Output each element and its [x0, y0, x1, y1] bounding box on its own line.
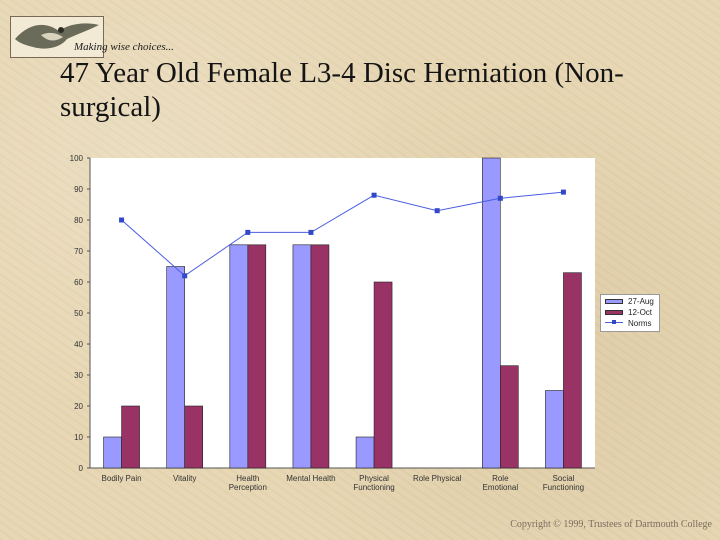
- norms-point: [308, 229, 314, 235]
- x-tick-label: Social Functioning: [543, 474, 584, 492]
- chart-svg: 0 10 20 30 40 50 60 70 80 90 100 Bodily Pain Vitalit…: [70, 154, 595, 492]
- y-tick-label: 90: [74, 185, 83, 194]
- bar-series-2: [310, 244, 330, 469]
- bar-series-1: [229, 244, 249, 469]
- plot-area: [90, 158, 595, 468]
- y-tick-label: 50: [74, 309, 83, 318]
- bar-series-2: [563, 272, 582, 469]
- legend-item-series-1: 27-Aug: [605, 296, 654, 306]
- norms-point: [182, 273, 188, 279]
- bar-series-2: [373, 281, 393, 469]
- y-tick-label: 70: [74, 247, 83, 256]
- x-tick-label: Role Physical: [413, 474, 462, 483]
- norms-point: [371, 192, 377, 198]
- bar-series-2: [247, 244, 267, 469]
- x-tick-label: Mental Health: [286, 474, 335, 483]
- legend-label-series-1: 27-Aug: [628, 296, 654, 306]
- tagline: Making wise choices...: [74, 41, 174, 53]
- y-tick-label: 60: [74, 278, 83, 287]
- y-tick-label: 80: [74, 216, 83, 225]
- y-tick-label: 30: [74, 371, 83, 380]
- legend-swatch-series-1: [605, 298, 623, 304]
- chart-legend: 27-Aug 12-Oct Norms: [600, 294, 660, 332]
- x-tick-label: Bodily Pain: [102, 474, 142, 483]
- x-tick-label: Role Emotional: [483, 474, 519, 492]
- bar-series-1: [545, 390, 564, 469]
- copyright: Copyright © 1999, Trustees of Dartmouth …: [510, 519, 712, 530]
- legend-swatch-norms: [605, 319, 623, 327]
- bar-series-1: [103, 436, 122, 469]
- bar-series-2: [500, 365, 519, 469]
- legend-swatch-series-2: [605, 309, 623, 315]
- norms-point: [434, 208, 440, 214]
- bar-series-1: [292, 244, 312, 469]
- norms-point: [497, 195, 503, 201]
- x-tick-label: Vitality: [173, 474, 196, 483]
- bar-series-2: [121, 405, 140, 469]
- norms-point: [560, 189, 566, 195]
- bar-series-1: [482, 157, 501, 469]
- norms-point: [119, 217, 125, 223]
- legend-label-norms: Norms: [628, 318, 652, 328]
- bar-series-1: [355, 436, 375, 469]
- y-tick-label: 0: [79, 464, 84, 473]
- bar-series-2: [184, 405, 203, 469]
- legend-label-series-2: 12-Oct: [628, 307, 653, 317]
- norms-point: [245, 229, 251, 235]
- chart: 0 10 20 30 40 50 60 70 80 90 100 Bodily Pain Vitalit…: [58, 150, 670, 500]
- logo: [10, 16, 104, 58]
- norms-line: [121, 191, 564, 277]
- bird-logo-icon: [15, 23, 99, 49]
- x-tick-label: Health Perception: [229, 474, 267, 492]
- bar-series-1: [166, 266, 185, 469]
- x-tick-label: Physical Functioning: [353, 474, 394, 492]
- legend-item-series-2: 12-Oct: [605, 307, 652, 317]
- legend-item-norms: Norms: [605, 318, 652, 328]
- y-tick-label: 20: [74, 402, 83, 411]
- y-tick-label: 100: [70, 154, 84, 163]
- y-tick-label: 40: [74, 340, 83, 349]
- page-title: 47 Year Old Female L3-4 Disc Herniation …: [60, 57, 624, 123]
- y-tick-label: 10: [74, 433, 83, 442]
